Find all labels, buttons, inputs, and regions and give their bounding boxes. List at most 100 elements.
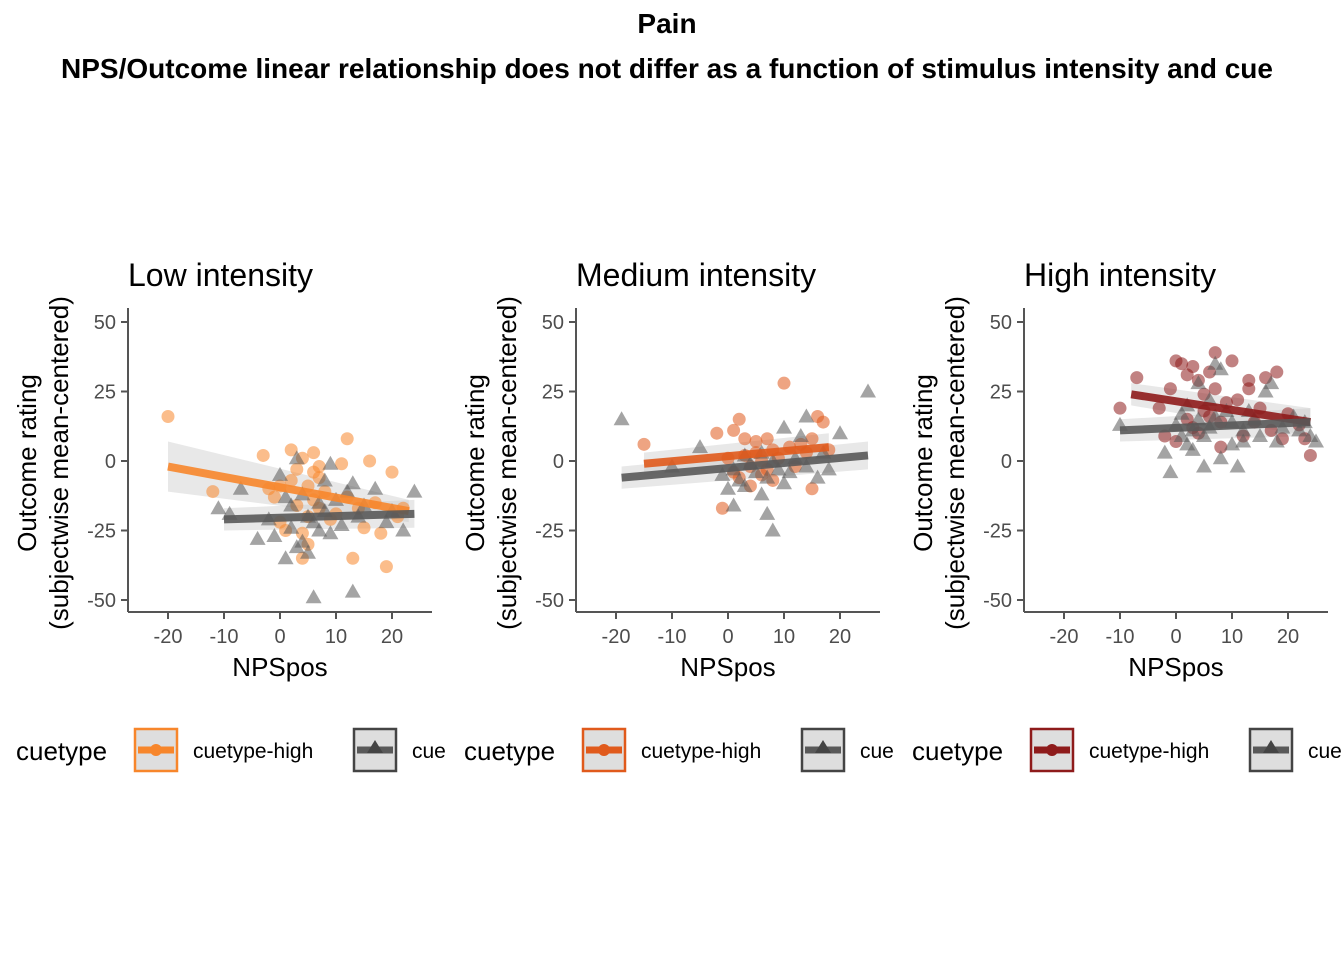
data-point xyxy=(210,500,227,515)
data-point xyxy=(1173,405,1190,420)
legend-label: cue xyxy=(412,740,446,763)
data-point xyxy=(1208,346,1222,360)
legend-title: cuetype xyxy=(912,736,1003,766)
data-point xyxy=(335,457,349,471)
data-point xyxy=(1212,361,1229,376)
x-axis-title: NPSpos xyxy=(680,652,775,682)
y-tick-label: 0 xyxy=(105,451,116,473)
legend-title: cuetype xyxy=(16,736,107,766)
y-tick-label: 50 xyxy=(94,312,116,334)
y-tick-label: -50 xyxy=(535,590,564,612)
data-point xyxy=(776,419,792,434)
x-tick-label: -10 xyxy=(658,626,687,648)
data-point xyxy=(1252,427,1268,442)
data-point xyxy=(832,425,848,440)
y-axis-title-line1: Outcome rating xyxy=(908,374,938,552)
data-point xyxy=(357,521,371,535)
data-point xyxy=(1158,429,1172,443)
data-point xyxy=(1184,441,1201,456)
legend: cuetype cuetype-high cue xyxy=(16,727,446,773)
data-point xyxy=(759,469,776,484)
legend-label: cuetype-high xyxy=(193,740,313,763)
x-tick-label: 20 xyxy=(381,626,403,648)
panel-2: Medium intensity -20 -10 0 10 20 -50 -25 0 25 50 NP… xyxy=(460,257,894,773)
x-tick-label: -20 xyxy=(602,626,631,648)
data-point xyxy=(1257,383,1274,398)
x-tick-label: 20 xyxy=(1277,626,1299,648)
data-point xyxy=(798,458,815,473)
data-point xyxy=(1263,375,1280,390)
panels: Low intensity -20 -10 0 10 20 -50 -25 0 25 50 NPSpo… xyxy=(12,257,1342,773)
data-point xyxy=(738,432,752,446)
y-axis-title-line1: Outcome rating xyxy=(460,374,490,552)
legend-key-marker xyxy=(1046,744,1058,756)
data-point xyxy=(1303,448,1317,462)
fit-line-cuetype-high xyxy=(643,443,830,468)
y-axis-title-line1: Outcome rating xyxy=(12,374,42,552)
panel-title: Medium intensity xyxy=(576,257,816,293)
data-point xyxy=(1229,458,1246,473)
data-point xyxy=(249,530,266,545)
data-point xyxy=(277,489,294,504)
x-tick-label: 10 xyxy=(325,626,347,648)
data-point xyxy=(759,505,776,520)
x-tick-label: -20 xyxy=(154,626,183,648)
data-point xyxy=(727,423,741,437)
data-point xyxy=(764,522,781,537)
data-point xyxy=(1270,365,1284,379)
data-point xyxy=(748,464,764,479)
data-point xyxy=(385,465,399,479)
data-point xyxy=(344,583,361,598)
data-point xyxy=(1196,427,1212,442)
data-point xyxy=(1235,433,1252,448)
data-point xyxy=(809,469,826,484)
data-point xyxy=(284,443,298,457)
data-point xyxy=(344,475,361,490)
data-point xyxy=(256,448,270,462)
panel-3: High intensity -20 -10 0 10 20 -50 -25 0 25 50 NPSp… xyxy=(908,257,1342,773)
data-point xyxy=(820,461,837,476)
data-point xyxy=(266,528,283,543)
data-point xyxy=(781,464,798,479)
data-point xyxy=(395,522,412,537)
figure-title: Pain xyxy=(637,8,696,39)
data-point xyxy=(232,480,249,495)
data-point xyxy=(1130,371,1144,385)
data-point xyxy=(1242,382,1256,396)
data-point xyxy=(749,435,763,449)
data-point xyxy=(322,455,339,470)
data-point xyxy=(1212,450,1229,465)
y-tick-label: 0 xyxy=(1001,451,1012,473)
data-point xyxy=(363,454,377,468)
y-tick-label: 50 xyxy=(990,312,1012,334)
data-point xyxy=(613,411,630,426)
data-point xyxy=(714,466,731,481)
data-point xyxy=(316,472,333,487)
data-point xyxy=(776,475,792,490)
data-point xyxy=(374,526,388,540)
data-point xyxy=(860,383,876,398)
data-point xyxy=(805,482,819,496)
data-point xyxy=(305,589,322,604)
x-axis-title: NPSpos xyxy=(232,652,327,682)
data-point xyxy=(760,432,774,446)
legend-key-marker xyxy=(598,744,610,756)
data-point xyxy=(715,501,729,515)
data-point xyxy=(816,415,830,429)
x-tick-label: 0 xyxy=(274,626,285,648)
data-point xyxy=(283,519,300,534)
data-point xyxy=(295,526,309,540)
data-point xyxy=(300,544,316,559)
legend: cuetype cuetype-high cue xyxy=(464,727,894,773)
data-point xyxy=(1162,464,1179,479)
data-point xyxy=(1163,382,1177,396)
data-point xyxy=(1308,433,1324,448)
x-tick-label: 10 xyxy=(773,626,795,648)
data-point xyxy=(333,516,350,531)
x-tick-label: 20 xyxy=(829,626,851,648)
fit-line-cuetype-high xyxy=(1130,390,1312,427)
data-point xyxy=(1214,440,1228,454)
y-tick-label: 25 xyxy=(542,382,564,404)
data-point xyxy=(367,480,384,495)
data-point xyxy=(1291,422,1308,437)
